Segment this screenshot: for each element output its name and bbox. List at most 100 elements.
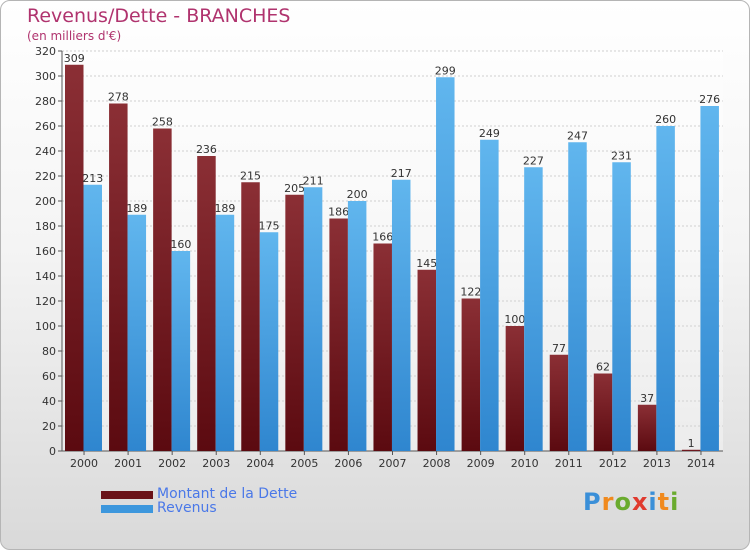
- data-label-revenue: 227: [523, 154, 544, 167]
- legend-label-revenue: Revenus: [157, 500, 217, 516]
- bar-revenue: [215, 214, 235, 451]
- x-tick-label: 2014: [687, 457, 715, 470]
- y-tick-label: 140: [35, 270, 56, 283]
- y-tick-label: 60: [42, 370, 56, 383]
- bar-debt: [505, 326, 525, 451]
- y-tick-label: 20: [42, 420, 56, 433]
- proxiti-logo: Proxiti: [583, 488, 680, 516]
- x-tick-label: 2012: [599, 457, 627, 470]
- data-label-revenue: 217: [391, 167, 412, 180]
- data-label-debt: 145: [416, 257, 437, 270]
- bar-debt: [65, 64, 84, 451]
- bar-revenue: [83, 184, 102, 451]
- y-tick-label: 120: [35, 295, 56, 308]
- bar-debt: [549, 354, 569, 451]
- bar-debt: [593, 373, 613, 451]
- x-tick-label: 2009: [467, 457, 495, 470]
- data-label-revenue: 247: [567, 129, 588, 142]
- bar-revenue: [303, 187, 323, 451]
- bar-debt: [329, 218, 348, 451]
- x-tick-label: 2008: [423, 457, 451, 470]
- y-tick-label: 240: [35, 145, 56, 158]
- data-label-revenue: 299: [435, 64, 456, 77]
- y-tick-label: 320: [35, 45, 56, 58]
- bar-debt: [197, 156, 216, 451]
- data-label-revenue: 160: [170, 238, 191, 251]
- y-tick-label: 280: [35, 95, 56, 108]
- data-label-debt: 166: [372, 231, 393, 244]
- bar-debt: [637, 404, 657, 451]
- y-tick-label: 220: [35, 170, 56, 183]
- data-label-revenue: 276: [699, 93, 720, 106]
- x-tick-label: 2002: [158, 457, 186, 470]
- bar-revenue: [259, 232, 279, 451]
- chart-subtitle: (en milliers d'€): [27, 29, 122, 43]
- legend-label-debt: Montant de la Dette: [157, 486, 298, 502]
- bar-revenue: [171, 251, 191, 451]
- x-tick-label: 2010: [511, 457, 539, 470]
- y-tick-label: 160: [35, 245, 56, 258]
- data-label-revenue: 211: [303, 174, 324, 187]
- chart-title: Revenus/Dette - BRANCHES: [27, 5, 291, 27]
- data-label-debt: 100: [504, 313, 525, 326]
- y-tick-label: 80: [42, 345, 56, 358]
- bar-debt: [417, 269, 437, 451]
- bar-debt: [285, 194, 304, 451]
- y-tick-label: 180: [35, 220, 56, 233]
- data-label-debt: 258: [152, 116, 173, 129]
- x-tick-label: 2005: [290, 457, 318, 470]
- data-label-revenue: 200: [347, 188, 368, 201]
- data-label-debt: 62: [596, 361, 610, 374]
- bar-debt: [241, 182, 260, 451]
- data-label-debt: 1: [688, 437, 695, 450]
- data-label-revenue: 189: [214, 202, 235, 215]
- data-label-debt: 309: [64, 52, 85, 65]
- y-tick-label: 100: [35, 320, 56, 333]
- data-label-debt: 205: [284, 182, 305, 195]
- bar-revenue: [436, 77, 455, 451]
- data-label-debt: 278: [108, 91, 129, 104]
- legend-swatch-revenue: [101, 505, 153, 513]
- bar-debt: [373, 243, 392, 451]
- x-tick-label: 2000: [70, 457, 98, 470]
- bar-revenue: [127, 214, 147, 451]
- bar-revenue: [347, 201, 367, 451]
- y-tick-label: 260: [35, 120, 56, 133]
- y-tick-label: 300: [35, 70, 56, 83]
- data-label-revenue: 249: [479, 127, 500, 140]
- bar-revenue: [656, 126, 675, 451]
- data-label-debt: 215: [240, 169, 261, 182]
- data-label-debt: 236: [196, 143, 217, 156]
- x-tick-label: 2011: [555, 457, 583, 470]
- legend-swatch-debt: [101, 491, 153, 499]
- x-tick-label: 2003: [202, 457, 230, 470]
- bar-revenue: [700, 106, 719, 451]
- x-tick-label: 2001: [114, 457, 142, 470]
- x-tick-label: 2013: [643, 457, 671, 470]
- x-tick-label: 2004: [246, 457, 274, 470]
- bar-revenue: [568, 142, 587, 451]
- x-tick-label: 2007: [379, 457, 407, 470]
- bar-debt: [681, 449, 701, 451]
- data-label-revenue: 213: [82, 172, 103, 185]
- bar-revenue: [524, 167, 543, 451]
- x-tick-label: 2006: [334, 457, 362, 470]
- data-label-revenue: 189: [126, 202, 147, 215]
- bar-debt: [109, 103, 128, 451]
- data-label-debt: 37: [640, 392, 654, 405]
- bar-revenue: [391, 179, 411, 451]
- y-tick-label: 0: [49, 445, 56, 458]
- data-label-revenue: 260: [655, 113, 676, 126]
- bar-debt: [461, 298, 481, 451]
- bar-debt: [153, 128, 172, 451]
- data-label-debt: 122: [460, 286, 481, 299]
- bar-revenue: [612, 162, 631, 451]
- data-label-revenue: 175: [259, 219, 280, 232]
- data-label-debt: 186: [328, 206, 349, 219]
- y-tick-label: 200: [35, 195, 56, 208]
- data-label-debt: 77: [552, 342, 566, 355]
- data-label-revenue: 231: [611, 149, 632, 162]
- y-tick-label: 40: [42, 395, 56, 408]
